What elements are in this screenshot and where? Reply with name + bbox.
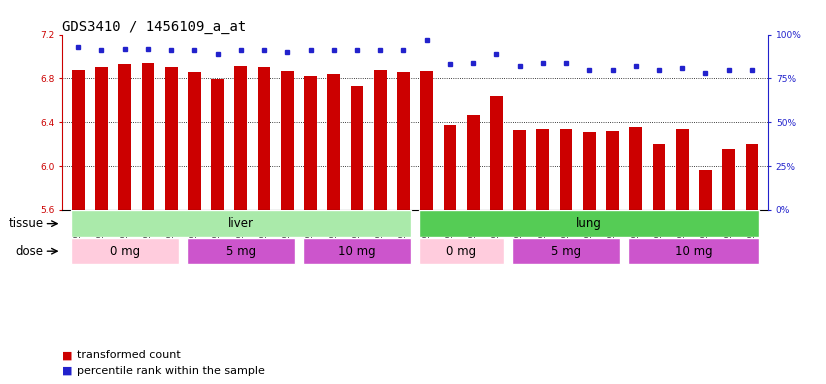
Bar: [419, 210, 759, 237]
Bar: [746, 144, 758, 210]
Bar: [118, 64, 131, 210]
Bar: [327, 74, 340, 210]
Bar: [467, 114, 480, 210]
Bar: [304, 76, 317, 210]
Bar: [303, 238, 411, 265]
Text: dose: dose: [16, 245, 43, 258]
Text: ■: ■: [62, 366, 73, 376]
Text: 5 mg: 5 mg: [551, 245, 582, 258]
Bar: [490, 96, 503, 210]
Bar: [629, 127, 642, 210]
Bar: [258, 68, 270, 210]
Bar: [397, 72, 410, 210]
Bar: [71, 210, 411, 237]
Bar: [606, 131, 619, 210]
Text: percentile rank within the sample: percentile rank within the sample: [77, 366, 264, 376]
Text: 5 mg: 5 mg: [225, 245, 256, 258]
Bar: [513, 130, 526, 210]
Bar: [187, 238, 295, 265]
Bar: [72, 70, 84, 210]
Text: lung: lung: [577, 217, 602, 230]
Bar: [560, 129, 572, 210]
Bar: [211, 79, 224, 210]
Bar: [583, 132, 596, 210]
Bar: [536, 129, 549, 210]
Bar: [374, 70, 387, 210]
Bar: [419, 238, 504, 265]
Bar: [281, 71, 294, 210]
Bar: [71, 238, 178, 265]
Bar: [444, 126, 456, 210]
Bar: [164, 68, 178, 210]
Text: 10 mg: 10 mg: [338, 245, 376, 258]
Bar: [141, 63, 154, 210]
Bar: [676, 129, 689, 210]
Text: tissue: tissue: [8, 217, 43, 230]
Bar: [629, 238, 759, 265]
Bar: [512, 238, 620, 265]
Text: transformed count: transformed count: [77, 350, 181, 360]
Bar: [653, 144, 666, 210]
Text: ■: ■: [62, 350, 73, 360]
Text: 10 mg: 10 mg: [675, 245, 713, 258]
Text: GDS3410 / 1456109_a_at: GDS3410 / 1456109_a_at: [62, 20, 246, 33]
Text: 0 mg: 0 mg: [110, 245, 140, 258]
Bar: [188, 72, 201, 210]
Bar: [420, 71, 433, 210]
Text: 0 mg: 0 mg: [447, 245, 477, 258]
Bar: [699, 170, 712, 210]
Bar: [350, 86, 363, 210]
Bar: [95, 68, 108, 210]
Text: liver: liver: [228, 217, 254, 230]
Bar: [235, 66, 247, 210]
Bar: [722, 149, 735, 210]
